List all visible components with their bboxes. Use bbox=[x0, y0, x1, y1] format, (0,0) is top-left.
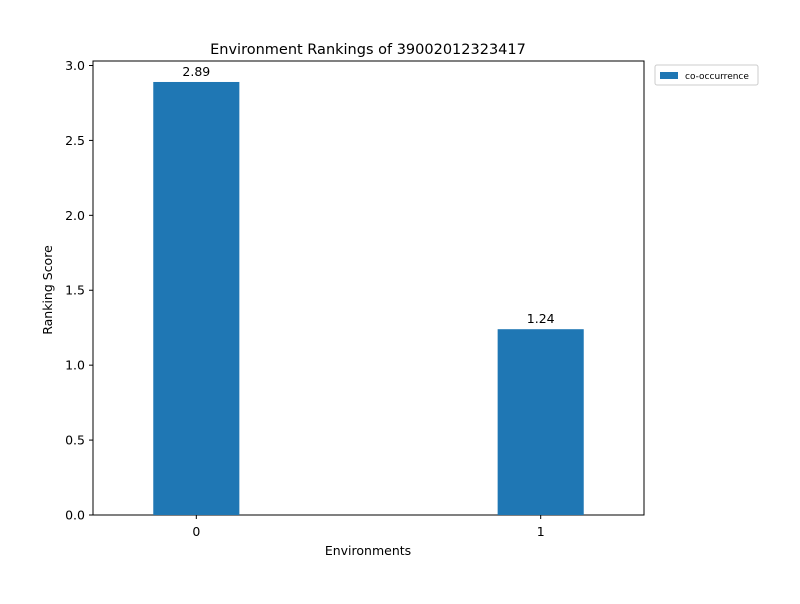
y-axis-label: Ranking Score bbox=[40, 245, 55, 335]
y-tick-label: 3.0 bbox=[65, 58, 85, 73]
y-tick-label: 0.5 bbox=[65, 433, 85, 448]
y-tick-label: 0.0 bbox=[65, 508, 85, 523]
legend-label: co-occurrence bbox=[685, 72, 749, 82]
y-tick-label: 1.5 bbox=[65, 283, 85, 298]
bar bbox=[497, 329, 584, 515]
bar bbox=[153, 81, 240, 515]
bar-value-label: 2.89 bbox=[182, 64, 210, 79]
legend-swatch bbox=[660, 72, 678, 79]
y-tick-label: 2.0 bbox=[65, 208, 85, 223]
bar-value-label: 1.24 bbox=[527, 311, 555, 326]
plot-frame bbox=[92, 60, 645, 516]
chart-title: Environment Rankings of 39002012323417 bbox=[210, 42, 526, 58]
x-tick-label: 0 bbox=[192, 524, 200, 539]
x-axis-label: Environments bbox=[325, 543, 411, 558]
y-tick-label: 1.0 bbox=[65, 358, 85, 373]
x-tick-label: 1 bbox=[537, 524, 545, 539]
y-tick-label: 2.5 bbox=[65, 133, 85, 148]
legend-frame bbox=[654, 64, 759, 86]
legend: co-occurrence bbox=[654, 64, 759, 86]
plot-area: 0.0 0.5 1.0 1.5 2.0 2.5 3.0 2.89 0 1.24 1 bbox=[65, 58, 645, 539]
